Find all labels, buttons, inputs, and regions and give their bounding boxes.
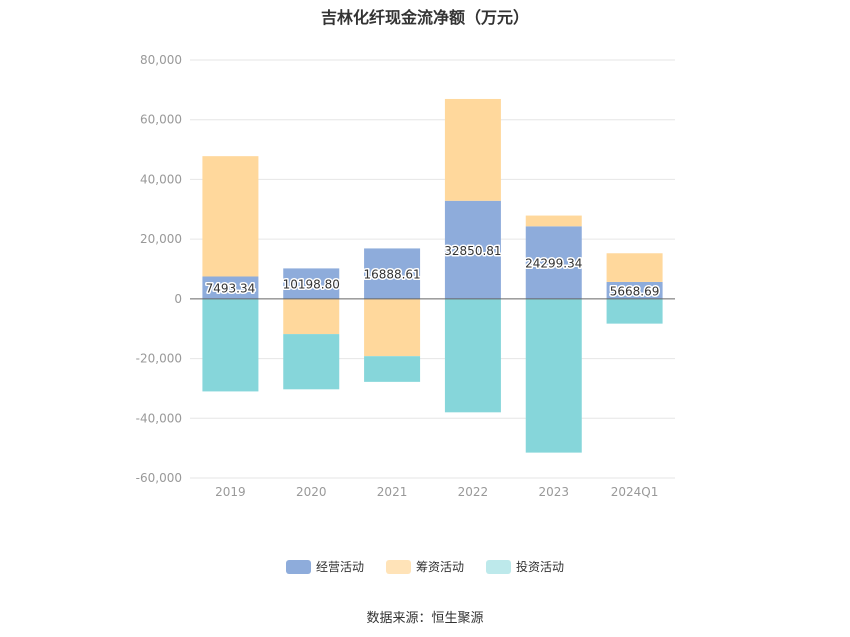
- legend-swatch-financing: [385, 559, 411, 574]
- bar-financing: [606, 253, 663, 282]
- y-tick-label: 60,000: [140, 113, 182, 127]
- legend-label-investing: 投资活动: [516, 560, 565, 574]
- bar-investing: [444, 298, 501, 413]
- bar-investing: [606, 298, 663, 324]
- data-label: 24299.34: [525, 257, 582, 271]
- legend-item-operating[interactable]: 经营活动: [285, 558, 364, 575]
- data-label: 5668.69: [610, 284, 660, 298]
- x-tick-label: 2024Q1: [611, 485, 659, 499]
- x-tick-label: 2021: [377, 485, 408, 499]
- bar-financing: [202, 156, 259, 277]
- bar-financing: [525, 215, 582, 227]
- x-tick-label: 2019: [215, 485, 246, 499]
- x-tick-label: 2022: [458, 485, 489, 499]
- legend: 经营活动 筹资活动 投资活动: [0, 558, 850, 575]
- x-tick-label: 2020: [296, 485, 327, 499]
- y-axis: 80,000 60,000 40,000 20,000 0 -20,000 -40,000 -…: [136, 53, 182, 485]
- y-tick-label: 20,000: [140, 232, 182, 246]
- legend-item-financing[interactable]: 筹资活动: [385, 558, 464, 575]
- bar-financing: [283, 298, 340, 335]
- data-source: 数据来源：恒生聚源: [366, 611, 484, 626]
- bar-operating: [283, 268, 340, 299]
- bar-operating: [606, 281, 663, 299]
- y-tick-label: 80,000: [140, 53, 182, 67]
- bar-investing: [364, 356, 421, 382]
- legend-swatch-investing: [486, 559, 511, 574]
- legend-label-financing: 筹资活动: [415, 560, 464, 574]
- y-tick-label: -60,000: [136, 471, 182, 485]
- x-axis: 2019 2020 2021 2022 2023 2024Q1: [215, 485, 658, 499]
- bar-operating: [525, 226, 582, 299]
- y-tick-label: -20,000: [136, 352, 182, 366]
- grid-lines: [190, 59, 675, 479]
- y-tick-label: 0: [174, 292, 182, 306]
- legend-label-operating: 经营活动: [315, 560, 364, 574]
- data-label: 32850.81: [444, 244, 501, 258]
- legend-item-investing[interactable]: 投资活动: [486, 558, 564, 575]
- chart-title: 吉林化纤现金流净额（万元）: [320, 8, 529, 27]
- y-tick-label: 40,000: [140, 172, 182, 186]
- data-label: 10198.80: [283, 278, 340, 292]
- x-tick-label: 2023: [538, 485, 569, 499]
- bars: [202, 98, 663, 453]
- data-labels: 7493.34 10198.80 16888.61 32850.81 24299.34 5…: [204, 242, 661, 300]
- data-label: 7493.34: [206, 282, 256, 296]
- legend-swatch-operating: [285, 559, 311, 574]
- bar-financing: [444, 98, 501, 201]
- bar-operating: [444, 200, 501, 299]
- chart-area: 80,000 60,000 40,000 20,000 0 -20,000 -40,000 -…: [136, 53, 675, 499]
- data-label: 16888.61: [363, 268, 420, 282]
- bar-operating: [364, 248, 421, 299]
- y-tick-label: -40,000: [136, 411, 182, 425]
- bar-investing: [283, 334, 340, 390]
- bar-operating: [202, 276, 259, 299]
- bar-investing: [525, 298, 582, 453]
- bar-financing: [364, 298, 421, 357]
- bar-investing: [202, 298, 259, 392]
